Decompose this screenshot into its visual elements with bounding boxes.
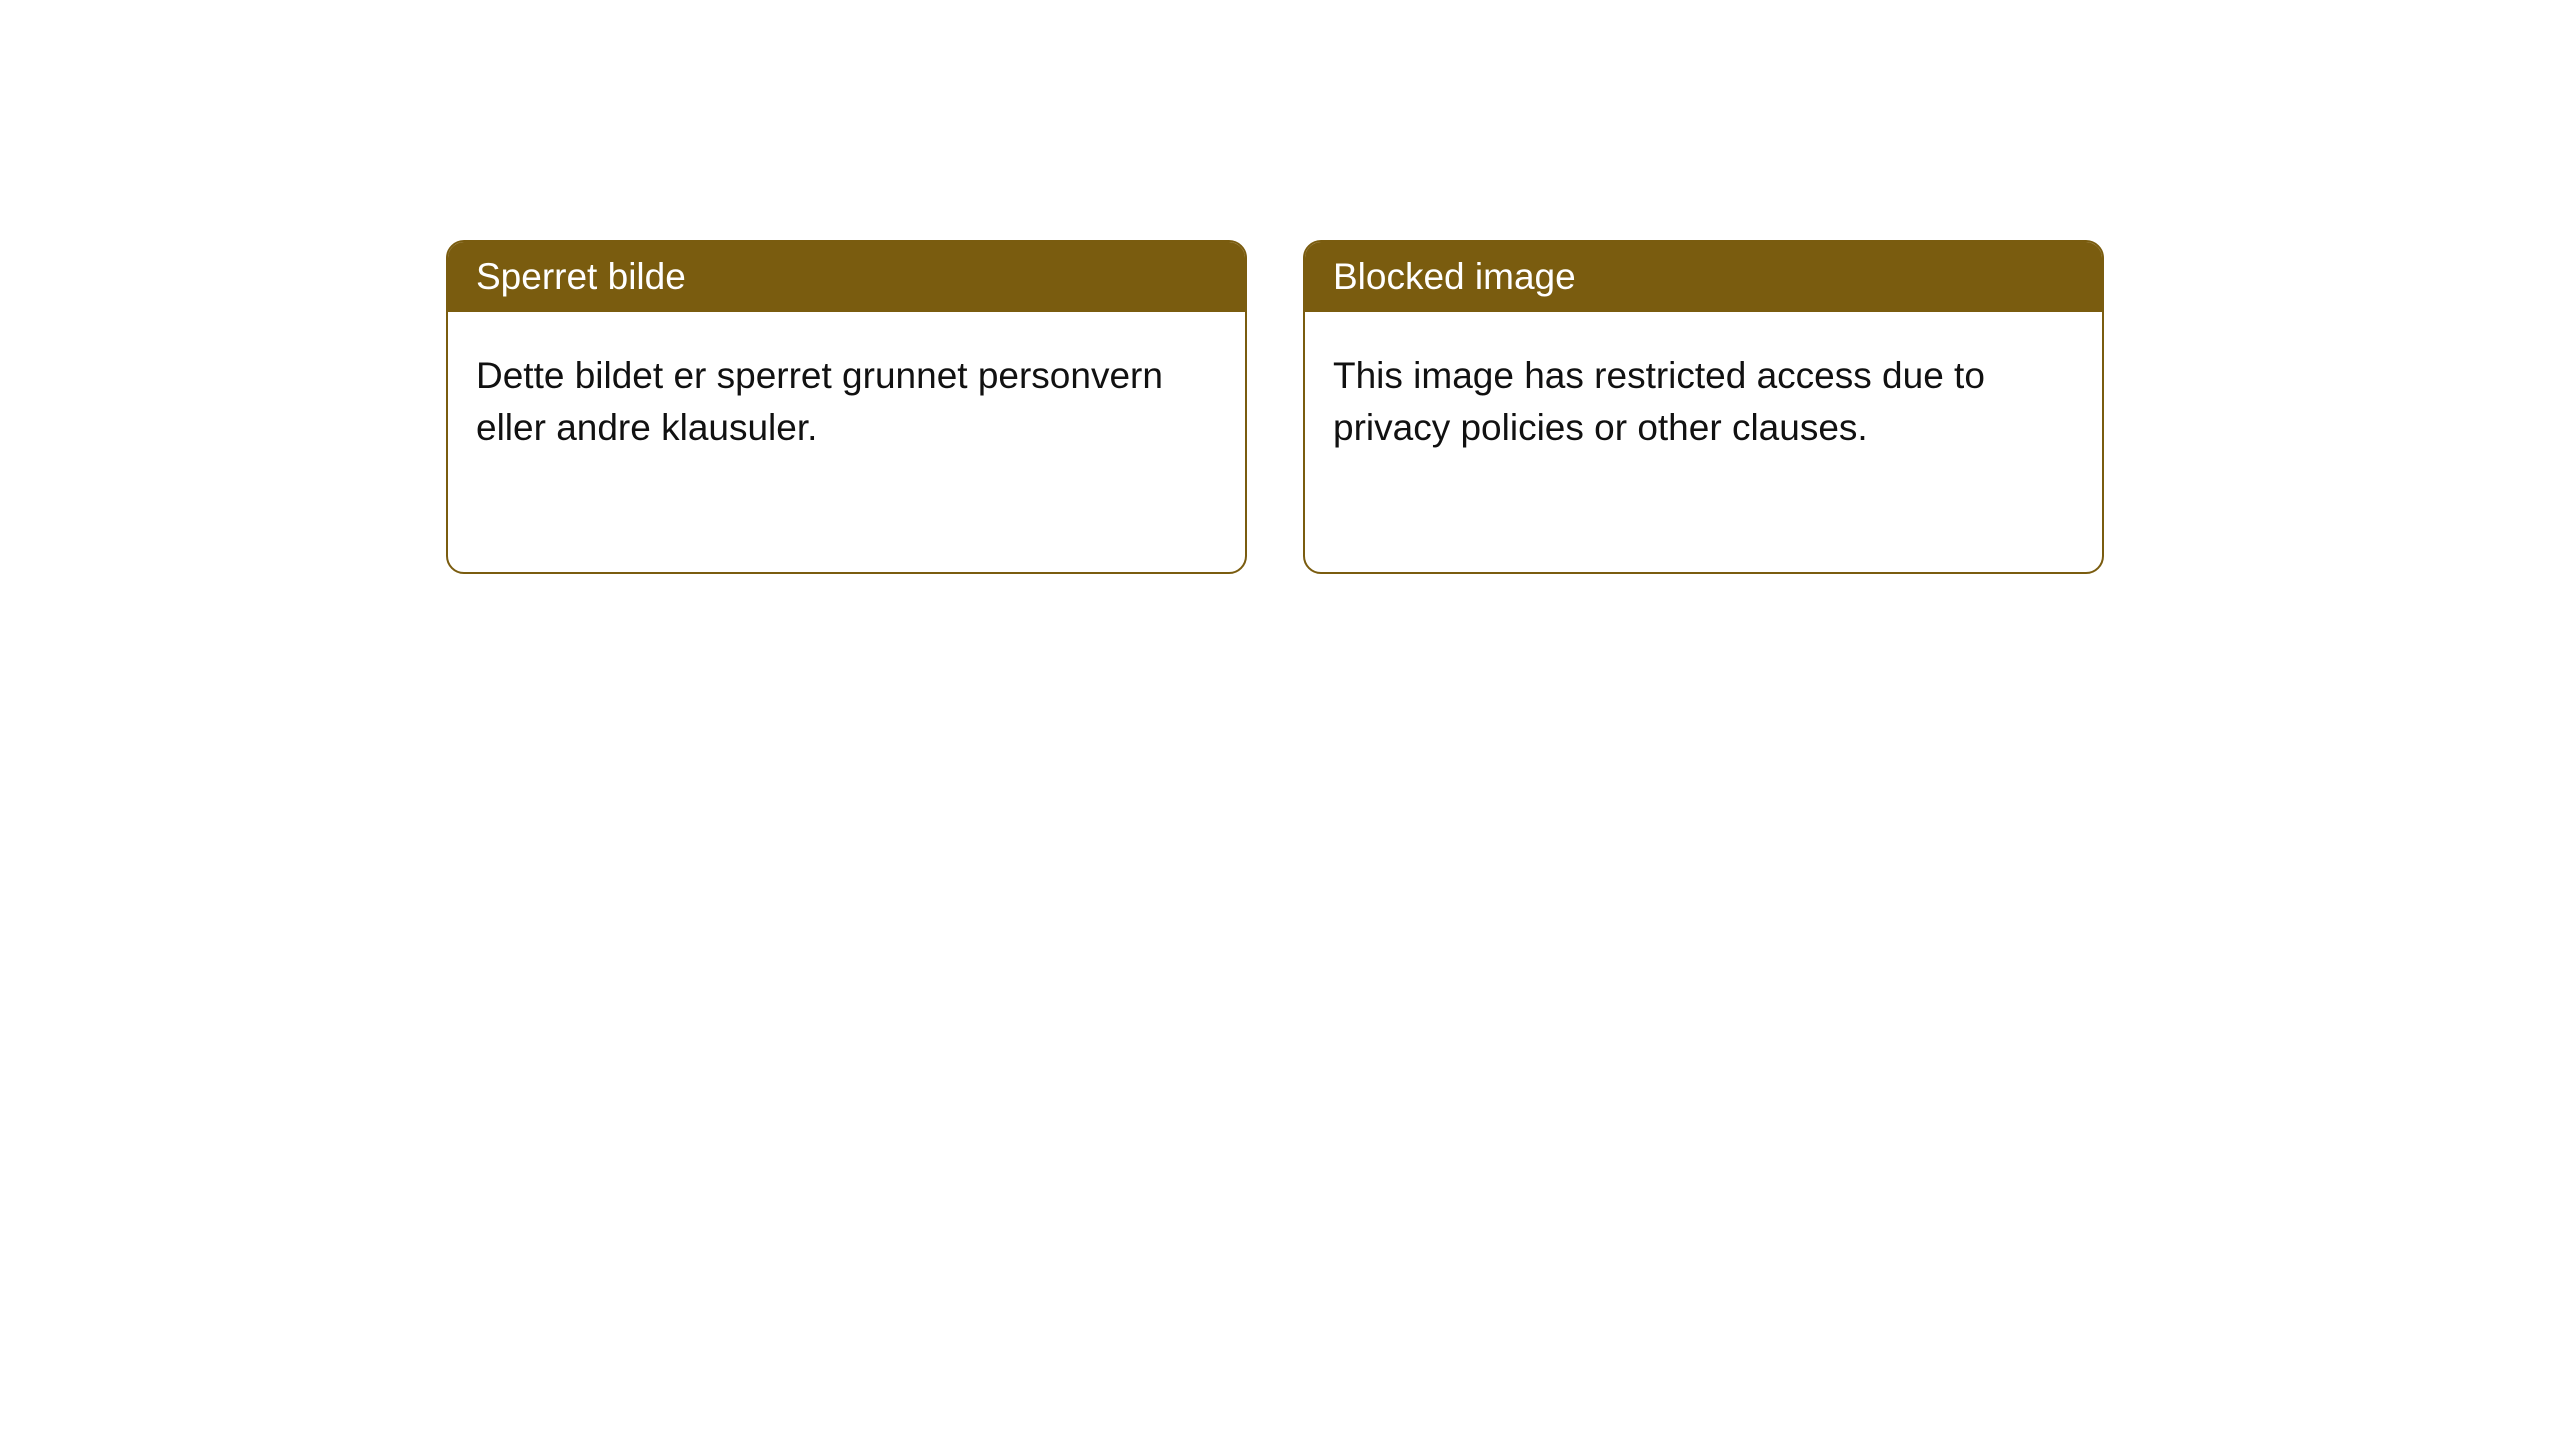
notice-header: Sperret bilde [448, 242, 1245, 312]
notice-title: Blocked image [1333, 256, 1576, 297]
notice-body: Dette bildet er sperret grunnet personve… [448, 312, 1245, 492]
notice-body-text: This image has restricted access due to … [1333, 355, 1985, 448]
notice-title: Sperret bilde [476, 256, 686, 297]
notice-body-text: Dette bildet er sperret grunnet personve… [476, 355, 1163, 448]
notice-card-english: Blocked image This image has restricted … [1303, 240, 2104, 574]
notice-body: This image has restricted access due to … [1305, 312, 2102, 492]
notice-card-norwegian: Sperret bilde Dette bildet er sperret gr… [446, 240, 1247, 574]
notice-container: Sperret bilde Dette bildet er sperret gr… [0, 0, 2560, 574]
notice-header: Blocked image [1305, 242, 2102, 312]
